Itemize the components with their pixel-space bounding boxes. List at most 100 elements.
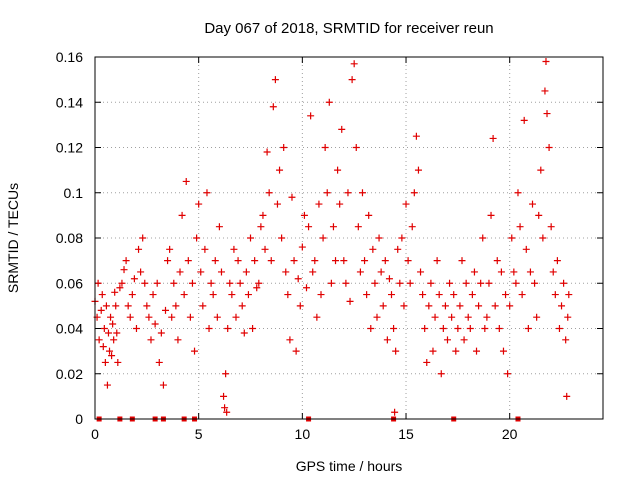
data-point (473, 347, 481, 355)
y-tick-label: 0.04 (56, 321, 83, 337)
data-point (106, 347, 114, 355)
data-point (518, 291, 526, 299)
data-point (122, 257, 130, 265)
data-point (292, 347, 300, 355)
x-tick-label: 10 (295, 426, 311, 442)
data-point (263, 148, 271, 156)
data-point (223, 408, 231, 416)
data-point (479, 234, 487, 242)
data-point (493, 257, 501, 265)
y-tick-label: 0.1 (64, 185, 84, 201)
data-point (176, 268, 184, 276)
data-point (504, 370, 512, 378)
y-tick-labels: 0 0.02 0.04 0.06 0.08 0.1 0.12 0.14 0.16 (56, 49, 83, 427)
data-point (164, 257, 172, 265)
data-point (361, 257, 369, 265)
data-point (217, 268, 225, 276)
data-point (193, 234, 201, 242)
data-point (564, 313, 572, 321)
data-point (334, 166, 342, 174)
data-point (236, 279, 244, 287)
data-point (224, 325, 232, 332)
data-point (188, 279, 196, 287)
data-point (433, 257, 441, 265)
y-tick-label: 0.16 (56, 49, 83, 65)
data-point (265, 189, 273, 197)
data-point (307, 112, 315, 120)
data-point (228, 291, 236, 299)
data-point (529, 200, 537, 208)
data-point (516, 223, 524, 231)
data-point (168, 313, 176, 321)
data-point (276, 166, 284, 174)
data-point (560, 279, 568, 287)
data-point (406, 279, 414, 287)
data-point (94, 279, 102, 287)
data-point (437, 370, 445, 378)
data-point (112, 302, 120, 310)
data-point (111, 288, 119, 296)
x-axis-label: GPS time / hours (296, 458, 403, 474)
data-point (135, 245, 143, 253)
data-points (91, 58, 573, 422)
data-point (149, 291, 157, 299)
data-point (481, 325, 489, 332)
data-point (553, 257, 561, 265)
data-point (531, 279, 539, 287)
data-point (104, 329, 112, 337)
data-point (300, 211, 308, 219)
data-point (412, 132, 420, 140)
data-point (483, 313, 491, 321)
data-point (547, 223, 555, 231)
data-point (542, 58, 550, 66)
data-point (197, 268, 205, 276)
data-point (477, 279, 485, 287)
data-point (151, 320, 159, 328)
data-point (371, 279, 379, 287)
data-point (267, 257, 275, 265)
data-point (110, 336, 118, 344)
data-point (356, 268, 364, 276)
data-point (377, 268, 385, 276)
data-point (278, 234, 286, 242)
data-point (141, 279, 149, 287)
data-point (102, 302, 110, 310)
data-point (352, 144, 360, 151)
data-point (555, 325, 563, 332)
data-point (280, 144, 288, 151)
data-point (132, 325, 140, 332)
data-point (425, 302, 433, 310)
data-point (446, 279, 454, 287)
data-point (558, 302, 566, 310)
data-point (340, 257, 348, 265)
data-point (288, 193, 296, 201)
data-point (203, 189, 211, 197)
data-point (120, 266, 128, 274)
data-point (462, 279, 470, 287)
data-point (373, 313, 381, 321)
data-point (180, 291, 188, 299)
data-point (329, 223, 337, 231)
data-point (186, 313, 194, 321)
data-point (311, 257, 319, 265)
data-point (383, 336, 391, 344)
data-point (107, 313, 115, 321)
data-point (491, 302, 499, 310)
data-point (489, 134, 497, 142)
data-point (118, 279, 126, 287)
data-point (522, 245, 530, 253)
data-point (562, 336, 570, 344)
data-point (170, 279, 178, 287)
data-point (155, 358, 163, 366)
data-point (124, 302, 132, 310)
data-point (543, 110, 551, 118)
data-point (315, 200, 323, 208)
data-point (255, 279, 263, 287)
data-point (215, 223, 223, 231)
data-point (551, 291, 559, 299)
data-point (435, 291, 443, 299)
data-point (468, 291, 476, 299)
data-point (443, 336, 451, 344)
data-point (398, 234, 406, 242)
